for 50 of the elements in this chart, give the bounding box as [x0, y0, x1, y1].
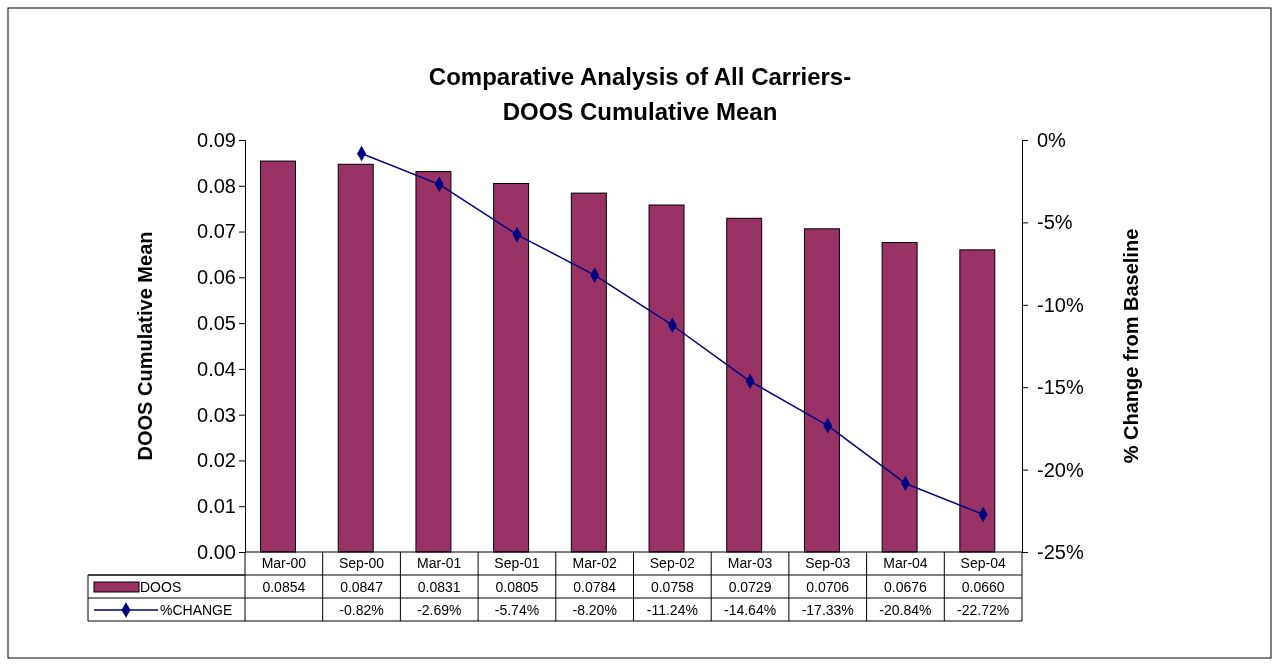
data-label: -20.84%: [879, 602, 932, 618]
data-label: 0.0805: [495, 579, 539, 595]
y2-tick-label: -20%: [1037, 458, 1084, 481]
y2-tick-label: 0%: [1037, 128, 1067, 151]
x-tick-label: Sep-01: [494, 555, 540, 571]
data-label: 0.0854: [262, 579, 306, 595]
x-tick-label: Mar-01: [417, 555, 462, 571]
legend-label: %CHANGE: [160, 602, 233, 618]
x-tick-label: Mar-00: [261, 555, 307, 571]
x-tick-label: Sep-02: [649, 555, 696, 571]
data-label: -5.74%: [494, 602, 540, 618]
x-tick-label: Sep-03: [805, 555, 851, 571]
data-label: -0.82%: [339, 602, 384, 618]
y-tick-label: 0.04: [197, 357, 236, 380]
data-label: 0.0758: [650, 579, 694, 595]
data-label: 0.0676: [884, 579, 928, 595]
chart-title: Comparative Analysis of All Carriers- DOOS Cumulative Mean: [428, 63, 852, 125]
data-label: -17.33%: [801, 602, 854, 618]
data-label: -8.20%: [572, 602, 617, 618]
y-tick-label: 0.07: [197, 220, 236, 243]
data-label: 0.0831: [417, 579, 461, 595]
x-tick-label: Sep-00: [338, 555, 385, 571]
x-tick-label: Mar-04: [883, 555, 928, 571]
y2-tick-label: -10%: [1037, 293, 1084, 316]
x-tick-label: Sep-04: [960, 555, 1006, 571]
y2-tick-label: -15%: [1037, 376, 1084, 399]
y2-tick-label: -25%: [1037, 540, 1084, 563]
data-label: 0.0706: [806, 579, 850, 595]
y-tick-label: 0.05: [197, 312, 236, 335]
data-label: -22.72%: [957, 602, 1010, 618]
y-tick-label: 0.03: [197, 403, 236, 426]
legend-label: DOOS: [140, 579, 182, 595]
data-label: -11.24%: [646, 602, 698, 618]
y-tick-label: 0.08: [197, 174, 236, 197]
data-label: -14.64%: [723, 602, 777, 618]
y2-axis-title: % Change from Baseline: [1120, 228, 1142, 464]
x-tick-label: Mar-03: [727, 555, 773, 571]
y-tick-label: 0.09: [197, 128, 236, 151]
y-tick-label: 0.01: [197, 495, 236, 518]
data-label: -2.69%: [417, 602, 462, 618]
data-label: 0.0784: [573, 579, 617, 595]
data-label: 0.0660: [961, 579, 1005, 595]
y-tick-label: 0.06: [197, 266, 236, 289]
x-tick-label: Mar-02: [572, 555, 618, 571]
y-tick-label: 0.00: [197, 540, 236, 563]
data-label: 0.0729: [728, 579, 772, 595]
y-axis-title: DOOS Cumulative Mean: [134, 231, 156, 461]
y2-tick-label: -5%: [1037, 211, 1073, 234]
y-tick-label: 0.02: [197, 449, 236, 472]
data-label: 0.0847: [340, 579, 384, 595]
